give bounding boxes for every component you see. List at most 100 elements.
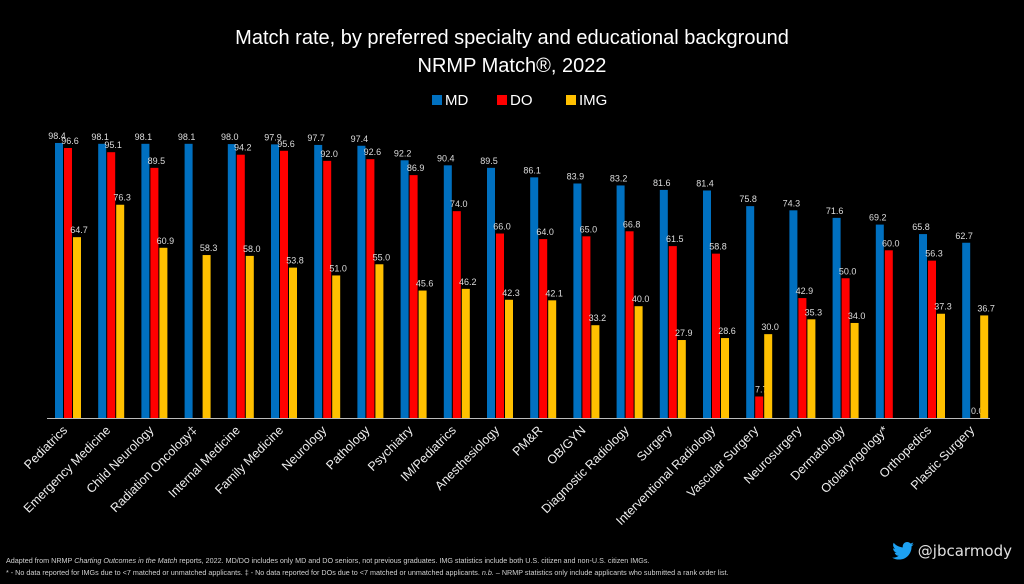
bar-md [832, 217, 841, 418]
bar-do [280, 150, 288, 418]
data-label-img: 51.0 [329, 263, 347, 273]
data-label-md: 98.4 [48, 131, 66, 141]
bar-md [357, 145, 366, 418]
bar-img [461, 288, 470, 418]
data-label-do: 92.6 [364, 147, 382, 157]
data-label-img: 42.1 [545, 288, 563, 298]
x-tick-label: Surgery [634, 423, 675, 464]
legend-swatch-img [566, 95, 576, 105]
data-label-img: 40.0 [632, 294, 650, 304]
data-label-do: 60.0 [882, 238, 900, 248]
bar-md [98, 143, 107, 419]
bar-md [314, 144, 323, 418]
twitter-handle: @jbcarmody [917, 542, 1012, 560]
data-label-do: 65.0 [580, 224, 598, 234]
bar-do [64, 148, 72, 419]
data-label-img: 37.3 [934, 302, 952, 312]
legend-label-do: DO [510, 92, 533, 109]
bar-img [116, 204, 125, 418]
bar-md [659, 189, 668, 418]
bar-img [937, 313, 945, 418]
bar-do [625, 231, 634, 418]
bar-img [245, 255, 254, 418]
data-label-md: 98.1 [135, 132, 153, 142]
data-label-img: 34.0 [848, 311, 866, 321]
bar-do [712, 253, 720, 418]
data-label-img: 53.8 [286, 256, 304, 266]
bar-img [980, 315, 989, 418]
bar-img [159, 247, 168, 418]
legend-label-img: IMG [579, 92, 607, 109]
bar-img [807, 319, 816, 418]
data-label-md: 92.2 [394, 148, 412, 158]
footnote-report-title: Charting Outcomes in the Match [74, 556, 178, 565]
data-label-md: 71.6 [826, 206, 844, 216]
data-label-img: 42.3 [502, 288, 520, 298]
footnote-nb: n.b. [481, 568, 494, 577]
footnote-text: – NRMP statistics only include applicant… [493, 568, 729, 577]
bar-img [505, 299, 513, 418]
legend-swatch-md [432, 95, 442, 105]
data-label-md: 97.9 [264, 132, 282, 142]
bar-do [323, 160, 332, 419]
bar-do [582, 236, 591, 418]
footnote-source: Adapted from NRMP Charting Outcomes in t… [6, 556, 649, 565]
data-label-do: 50.0 [839, 266, 857, 276]
bar-do [755, 396, 764, 418]
bar-md [487, 167, 495, 418]
bar-img [418, 290, 427, 418]
data-label-img: 36.7 [977, 303, 995, 313]
bar-md [443, 165, 452, 418]
bar-img [548, 300, 557, 418]
data-label-md: 97.7 [307, 133, 325, 143]
twitter-attribution: @jbcarmody [891, 542, 1012, 560]
bar-do [798, 298, 807, 418]
data-label-md: 74.3 [783, 198, 801, 208]
bar-md [746, 206, 755, 418]
data-label-img: 64.7 [70, 225, 88, 235]
data-label-md: 81.4 [696, 178, 714, 188]
bar-md [184, 143, 193, 419]
legend-label-md: MD [445, 92, 468, 109]
bar-md [919, 234, 927, 418]
bar-img [764, 334, 773, 418]
data-label-md: 62.7 [955, 231, 973, 241]
bar-img [677, 340, 686, 418]
bar-img [850, 322, 859, 418]
chart-subtitle: NRMP Match®, 2022 [418, 55, 607, 77]
bar-do [496, 233, 504, 418]
bar-do [841, 278, 850, 418]
data-label-do: 74.0 [450, 199, 468, 209]
data-label-md: 86.1 [523, 165, 541, 175]
data-label-img: 46.2 [459, 277, 477, 287]
data-label-img: 76.3 [113, 193, 131, 203]
bar-do [539, 239, 548, 418]
data-label-do: 7.7 [755, 384, 768, 394]
data-label-do: 56.3 [925, 249, 943, 259]
bar-img [202, 255, 211, 418]
data-label-img: 27.9 [675, 328, 693, 338]
bar-md [789, 210, 798, 418]
footnote-text: reports, 2022. MD/DO includes only MD an… [177, 556, 650, 565]
bar-do [150, 167, 159, 418]
data-label-md: 98.1 [91, 132, 109, 142]
data-label-md: 83.2 [610, 173, 628, 183]
data-label-do: 89.5 [148, 156, 166, 166]
bar-md [400, 160, 409, 418]
bar-do [409, 175, 418, 418]
data-label-md: 89.5 [480, 156, 498, 166]
bar-do [236, 154, 245, 418]
data-label-md: 98.1 [178, 132, 196, 142]
bar-md [703, 190, 711, 418]
x-tick-label: PM&R [510, 423, 545, 458]
data-label-img: 28.6 [718, 326, 736, 336]
bar-do [366, 159, 375, 419]
bar-md [227, 144, 236, 418]
data-label-img: 33.2 [589, 313, 607, 323]
data-label-md: 97.4 [351, 134, 369, 144]
data-label-do: 66.0 [493, 222, 511, 232]
data-label-do: 0.0 [971, 406, 984, 416]
twitter-bird-icon [891, 542, 914, 560]
data-label-md: 81.6 [653, 178, 671, 188]
